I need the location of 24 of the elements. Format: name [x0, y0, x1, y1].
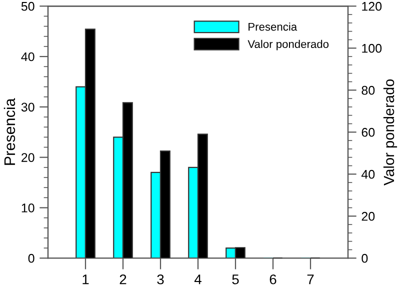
legend-label: Valor ponderado	[248, 40, 329, 50]
x-tick-label: 6	[270, 274, 276, 284]
x-tick-label: 1	[82, 274, 89, 284]
x-tick-label: 5	[232, 274, 239, 284]
y2-tick-label: 80	[362, 86, 375, 95]
y2-axis-title: Valor ponderado	[383, 79, 398, 186]
y-tick-label: 50	[21, 2, 34, 11]
y2-tick-label: 60	[362, 128, 375, 137]
y2-tick-label: 20	[362, 212, 375, 221]
y2-tick-label: 40	[361, 170, 375, 179]
legend-label: Presencia	[248, 22, 298, 31]
y2-tick-label: 0	[362, 254, 368, 263]
x-tick-label: 4	[194, 274, 202, 284]
x-tick-label: 7	[307, 274, 314, 284]
y-tick-label: 20	[22, 153, 34, 162]
y-tick-label: 30	[21, 102, 34, 112]
y2-tick-label: 100	[362, 44, 382, 53]
y-tick-label: 0	[28, 254, 34, 263]
x-tick-label: 3	[157, 274, 164, 284]
y-axis-title: Presencia	[4, 98, 16, 165]
y2-tick-label: 120	[362, 2, 382, 11]
x-tick-label: 2	[120, 274, 126, 284]
y-tick-label: 10	[22, 204, 34, 212]
y-tick-label: 40	[21, 52, 34, 62]
